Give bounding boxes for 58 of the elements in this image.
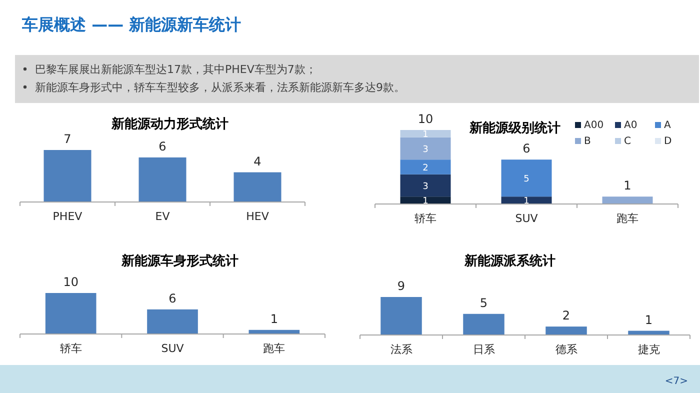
data-label: 2 (562, 308, 570, 323)
legend-label: A0 (624, 120, 638, 131)
data-label: 3 (422, 182, 428, 192)
data-label: 1 (644, 312, 653, 327)
x-tick-label: 轿车 (60, 342, 82, 355)
x-tick-label: SUV (161, 342, 184, 355)
data-label: 4 (254, 154, 262, 168)
x-tick-label: 捷克 (638, 343, 660, 356)
x-tick-label: 跑车 (616, 212, 638, 225)
data-label: 5 (480, 296, 488, 310)
legend-label: D (664, 136, 672, 147)
data-label: 6 (158, 139, 166, 154)
bar (400, 130, 451, 138)
text: 车展概述 —— 新能源新车统计 (21, 15, 242, 34)
legend-label: C (624, 136, 631, 147)
x-tick-label: 轿车 (414, 212, 436, 225)
data-label: 6 (168, 291, 176, 306)
bar (400, 160, 451, 174)
data-label: 3 (422, 144, 428, 155)
bar (400, 137, 451, 160)
data-label: 7 (64, 132, 72, 146)
data-label: 1 (524, 196, 530, 207)
x-tick-label: 德系 (555, 343, 578, 356)
data-label: 2 (422, 163, 428, 174)
x-tick-label: 日系 (472, 343, 495, 356)
data-label: 1 (422, 196, 428, 207)
x-tick-label: 跑车 (263, 342, 286, 355)
data-label: 5 (524, 174, 530, 184)
legend-label: A00 (584, 120, 604, 131)
total-label: 10 (418, 112, 434, 126)
x-tick-label: SUV (515, 212, 538, 225)
chart-title: 新能源派系统计 (464, 253, 556, 269)
chart-title: 新能源动力形式统计 (110, 116, 228, 132)
text: 巴黎车展展出新能源车型达17款，其中PHEV车型为7款； (35, 63, 316, 76)
bar (602, 196, 653, 204)
text: <7> (664, 376, 688, 387)
bar (400, 174, 451, 197)
data-label: 1 (270, 312, 278, 326)
x-tick-label: HEV (246, 210, 270, 223)
legend-label: B (584, 136, 591, 147)
x-tick-label: 法系 (390, 343, 412, 356)
data-label: 1 (422, 130, 428, 140)
x-tick-label: PHEV (52, 210, 83, 223)
total-label: 1 (624, 178, 632, 193)
x-tick-label: EV (155, 210, 170, 223)
total-label: 6 (522, 142, 530, 156)
chart-title: 新能源级别统计 (468, 120, 560, 136)
legend-label: A (664, 120, 671, 131)
bar (463, 314, 504, 335)
data-label: 10 (63, 275, 78, 289)
bar (501, 160, 552, 197)
bar (546, 326, 587, 335)
bar (501, 196, 552, 204)
bar (380, 297, 422, 335)
text: 新能源车身形式中，轿车车型较多，从派系来看，法系新能源新车多达9款。 (35, 81, 405, 94)
data-label: 9 (397, 279, 406, 293)
bar (400, 196, 451, 204)
chart-title: 新能源车身形式统计 (120, 253, 238, 269)
